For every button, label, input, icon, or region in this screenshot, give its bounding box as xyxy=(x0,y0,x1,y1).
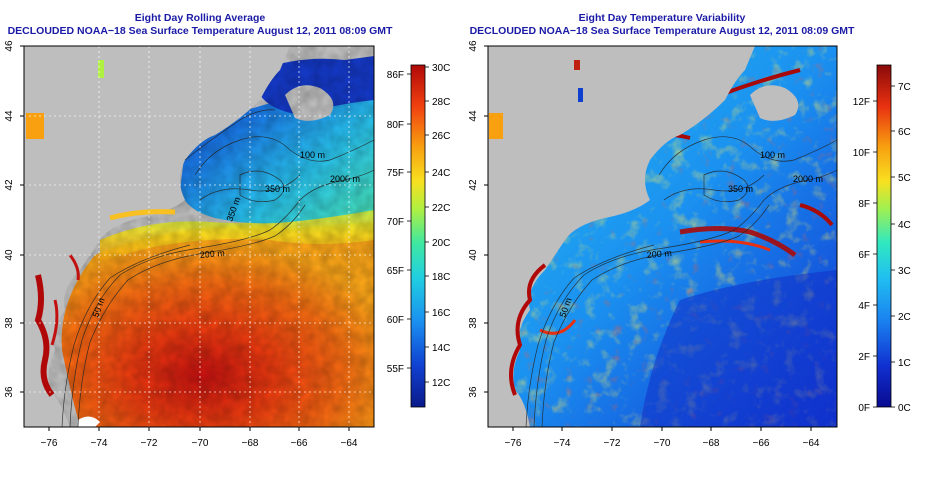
left-contour-label-2000m: 2000 m xyxy=(330,174,360,184)
right-x-tick: −70 xyxy=(654,438,671,449)
right-contour-label-350m: 350 m xyxy=(728,184,753,194)
right-x-tick: −76 xyxy=(505,438,522,449)
right-cb-f-label: 8F xyxy=(858,199,870,210)
left-cb-f-label: 55F xyxy=(387,364,404,375)
right-y-tick: 42 xyxy=(468,179,479,191)
left-cb-c-label: 16C xyxy=(432,308,450,319)
left-cb-c-label: 18C xyxy=(432,272,450,283)
right-x-tick: −74 xyxy=(554,438,571,449)
left-cb-c-label: 26C xyxy=(432,131,450,142)
right-variability-map: 200 m 50 m 100 m 350 m 2000 m xyxy=(488,46,837,427)
right-y-axis: 46 44 42 40 38 36 xyxy=(468,40,488,398)
left-x-tick: −72 xyxy=(141,438,158,449)
left-cb-c-label: 22C xyxy=(432,203,450,214)
left-y-tick: 46 xyxy=(4,40,15,52)
left-y-tick: 36 xyxy=(4,386,15,398)
left-contour-label-200m: 200 m xyxy=(199,248,225,260)
left-cb-c-label: 28C xyxy=(432,97,450,108)
left-cb-f-label: 86F xyxy=(387,70,404,81)
left-cb-f-label: 75F xyxy=(387,168,404,179)
right-cb-f-label: 10F xyxy=(853,148,870,159)
right-title-line1: Eight Day Temperature Variability xyxy=(579,12,746,24)
right-y-tick: 44 xyxy=(468,110,479,122)
left-x-tick: −74 xyxy=(91,438,108,449)
left-x-tick: −70 xyxy=(192,438,209,449)
left-sst-map: 200 m 50 m 100 m 350 m 2000 m 350 m xyxy=(24,46,374,427)
right-cb-f-label: 12F xyxy=(853,97,870,108)
left-y-axis: 46 44 42 40 38 36 xyxy=(4,40,24,398)
right-cb-c-label: 6C xyxy=(898,127,911,138)
left-y-tick: 38 xyxy=(4,317,15,329)
right-cb-c-label: 3C xyxy=(898,266,911,277)
right-cb-c-label: 1C xyxy=(898,358,911,369)
right-cb-c-label: 0C xyxy=(898,403,911,414)
right-contour-label-100m: 100 m xyxy=(760,150,785,160)
right-cb-c-label: 7C xyxy=(898,82,911,93)
left-title-line2: DECLOUDED NOAA−18 Sea Surface Temperatur… xyxy=(8,25,393,37)
right-cb-f-label: 6F xyxy=(858,250,870,261)
right-x-tick: −66 xyxy=(753,438,770,449)
left-x-axis: −76 −74 −72 −70 −68 −66 −64 xyxy=(41,427,358,449)
left-map-frame xyxy=(23,45,375,428)
right-x-tick: −68 xyxy=(703,438,720,449)
left-bathymetry-contours xyxy=(61,109,374,427)
right-cb-c-label: 4C xyxy=(898,220,911,231)
right-x-tick: −64 xyxy=(803,438,820,449)
left-cb-f-label: 80F xyxy=(387,120,404,131)
left-colorbar: 86F 80F 75F 70F 65F 60F 55F 30C 28C 26C … xyxy=(387,63,450,408)
right-y-tick: 46 xyxy=(468,40,479,52)
right-y-tick: 38 xyxy=(468,317,479,329)
left-title-line1: Eight Day Rolling Average xyxy=(135,12,266,24)
right-title-line2: DECLOUDED NOAA−18 Sea Surface Temperatur… xyxy=(470,25,855,37)
left-cb-f-label: 65F xyxy=(387,266,404,277)
right-cb-f-label: 4F xyxy=(858,301,870,312)
left-cb-f-label: 60F xyxy=(387,315,404,326)
left-x-tick: −68 xyxy=(242,438,259,449)
left-contour-label-350m: 350 m xyxy=(265,184,290,194)
right-x-tick: −72 xyxy=(604,438,621,449)
right-cb-f-label: 2F xyxy=(858,352,870,363)
right-cb-c-label: 5C xyxy=(898,173,911,184)
left-y-tick: 42 xyxy=(4,179,15,191)
left-gridlines xyxy=(24,46,374,427)
left-y-tick: 44 xyxy=(4,110,15,122)
left-cb-c-label: 14C xyxy=(432,343,450,354)
right-cb-f-label: 0F xyxy=(858,403,870,414)
left-cb-c-label: 12C xyxy=(432,378,450,389)
left-x-tick: −66 xyxy=(291,438,308,449)
left-contour-label-100m: 100 m xyxy=(300,150,325,160)
right-contour-label-2000m: 2000 m xyxy=(793,174,823,184)
right-cb-c-label: 2C xyxy=(898,312,911,323)
left-x-tick: −76 xyxy=(41,438,58,449)
right-x-axis: −76 −74 −72 −70 −68 −66 −64 xyxy=(505,427,820,449)
left-cb-c-label: 30C xyxy=(432,63,450,74)
left-x-tick: −64 xyxy=(341,438,358,449)
right-y-tick: 36 xyxy=(468,386,479,398)
left-cb-f-label: 70F xyxy=(387,217,404,228)
right-colorbar: 12F 10F 8F 6F 4F 2F 0F 7C 6C 5C 4C 3C 2C… xyxy=(853,64,911,414)
right-contour-label-200m: 200 m xyxy=(646,248,672,260)
right-y-tick: 40 xyxy=(468,249,479,261)
left-cb-c-label: 24C xyxy=(432,168,450,179)
left-cb-c-label: 20C xyxy=(432,238,450,249)
left-y-tick: 40 xyxy=(4,249,15,261)
right-bathymetry-contours xyxy=(525,136,837,427)
